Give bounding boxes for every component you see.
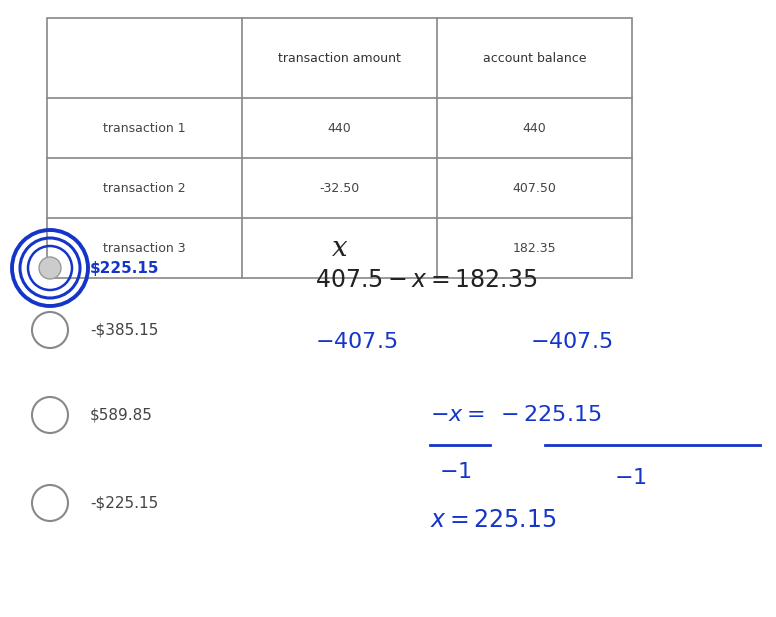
- Text: account balance: account balance: [483, 51, 586, 65]
- Text: 182.35: 182.35: [513, 241, 556, 254]
- Text: -$385.15: -$385.15: [90, 323, 158, 337]
- Text: $-407.5$: $-407.5$: [315, 332, 397, 352]
- Bar: [47, 18, 632, 278]
- Text: $-1$: $-1$: [614, 468, 646, 488]
- Text: transaction 3: transaction 3: [103, 241, 185, 254]
- Text: $589.85: $589.85: [90, 407, 153, 423]
- Text: -$225.15: -$225.15: [90, 495, 158, 510]
- Text: transaction amount: transaction amount: [278, 51, 401, 65]
- Text: transaction 1: transaction 1: [103, 122, 185, 135]
- Text: $-x = \ -225.15$: $-x = \ -225.15$: [430, 405, 601, 425]
- Text: -32.50: -32.50: [320, 181, 359, 194]
- Text: $-407.5$: $-407.5$: [530, 332, 612, 352]
- Ellipse shape: [39, 257, 61, 279]
- Text: $407.5 - x = 182.35$: $407.5 - x = 182.35$: [315, 268, 537, 292]
- Text: 440: 440: [327, 122, 352, 135]
- Text: x: x: [331, 234, 348, 262]
- Text: $-1$: $-1$: [438, 462, 471, 482]
- Text: 407.50: 407.50: [513, 181, 556, 194]
- Text: $225.15: $225.15: [90, 260, 160, 276]
- Text: $x = 225.15$: $x = 225.15$: [430, 508, 556, 532]
- Text: 440: 440: [522, 122, 546, 135]
- Text: transaction 2: transaction 2: [103, 181, 185, 194]
